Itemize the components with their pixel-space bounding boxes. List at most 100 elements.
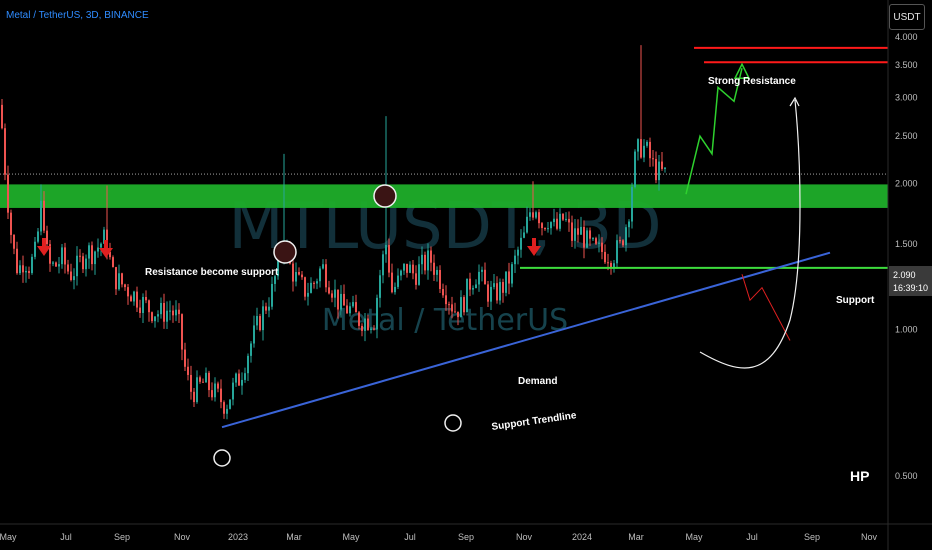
candle-body xyxy=(352,302,354,307)
candle-body xyxy=(403,263,405,271)
candle-body xyxy=(67,264,69,272)
candle-body xyxy=(175,309,177,316)
candle-body xyxy=(10,212,12,235)
x-tick-label: 2023 xyxy=(228,532,248,542)
candle-body xyxy=(511,264,513,284)
candle-body xyxy=(97,247,99,252)
candle-body xyxy=(133,291,135,302)
candle-body xyxy=(424,254,426,271)
price-label-countdown: 16:39:10 xyxy=(893,283,928,293)
candle-body xyxy=(40,200,42,232)
y-axis: 4.000 3.500 3.000 2.500 2.000 1.500 1.000 0.500 xyxy=(895,32,918,481)
x-tick-label: Sep xyxy=(114,532,130,542)
candle-body xyxy=(469,278,471,290)
candle-body xyxy=(343,293,345,306)
red-down-arrow-shaft xyxy=(42,238,46,248)
candle-body xyxy=(277,254,279,277)
candle-body xyxy=(490,286,492,302)
candle-body xyxy=(496,283,498,301)
candle-body xyxy=(109,251,111,258)
candle-body xyxy=(166,310,168,322)
candle-body xyxy=(295,272,297,282)
x-tick-label: Mar xyxy=(628,532,644,542)
candle-body xyxy=(22,265,24,273)
candle-body xyxy=(265,306,267,311)
candle-body xyxy=(319,268,321,282)
candle-body xyxy=(538,212,540,224)
candle-body xyxy=(427,250,429,271)
currency-button[interactable]: USDT xyxy=(889,4,925,30)
candle-body xyxy=(634,151,636,187)
candle-body xyxy=(118,273,120,290)
candle-body xyxy=(178,309,180,315)
candle-body xyxy=(28,270,30,274)
candle-body xyxy=(226,408,228,414)
x-tick-label: Jul xyxy=(60,532,72,542)
candle-body xyxy=(304,277,306,297)
projection-down-path xyxy=(741,274,791,341)
candle-body xyxy=(556,218,558,229)
candle-body xyxy=(70,271,72,281)
candle-body xyxy=(628,221,630,228)
candle-body xyxy=(376,297,378,330)
candle-body xyxy=(337,289,339,310)
support-trendline-label: Support Trendline xyxy=(491,410,578,433)
candle-body xyxy=(385,244,387,255)
candle-body xyxy=(448,304,450,306)
candle-body xyxy=(247,355,249,374)
candle-body xyxy=(157,314,159,317)
candle-body xyxy=(415,273,417,285)
candle-body xyxy=(19,265,21,274)
y-tick-label: 3.500 xyxy=(895,60,918,70)
candle-body xyxy=(643,145,645,158)
candle-body xyxy=(472,288,474,290)
x-tick-label: Sep xyxy=(458,532,474,542)
candle-body xyxy=(391,272,393,293)
x-tick-label: May xyxy=(685,532,703,542)
candle-body xyxy=(256,316,258,326)
candle-body xyxy=(475,284,477,289)
candle-body xyxy=(142,296,144,313)
candle-body xyxy=(154,316,156,322)
candle-body xyxy=(655,159,657,181)
candle-body xyxy=(610,262,612,269)
candle-body xyxy=(607,262,609,264)
candle-body xyxy=(436,269,438,275)
red-down-arrow-head xyxy=(527,246,541,256)
candle-body xyxy=(151,312,153,322)
candle-body xyxy=(253,325,255,344)
candle-body xyxy=(580,226,582,235)
candle-body xyxy=(646,141,648,146)
candle-body xyxy=(58,264,60,267)
candle-body xyxy=(412,264,414,274)
candle-body xyxy=(364,318,366,331)
candle-body xyxy=(37,231,39,242)
candle-body xyxy=(598,242,600,244)
candle-body xyxy=(574,228,576,241)
candle-body xyxy=(430,250,432,263)
x-tick-label: Jul xyxy=(746,532,758,542)
candle-body xyxy=(565,218,567,220)
candle-body xyxy=(445,295,447,305)
candle-body xyxy=(631,186,633,222)
candle-body xyxy=(340,293,342,310)
candle-body xyxy=(307,292,309,297)
x-tick-label: Nov xyxy=(861,532,878,542)
candle-body xyxy=(211,390,213,398)
candle-body xyxy=(13,234,15,249)
candle-body xyxy=(505,271,507,293)
resistance-arrows xyxy=(37,238,541,258)
red-down-arrow-head xyxy=(99,248,113,258)
candle-body xyxy=(433,262,435,275)
candle-body xyxy=(361,325,363,331)
candle-body xyxy=(214,383,216,398)
candle-body xyxy=(250,343,252,356)
candle-body xyxy=(322,264,324,269)
candle-body xyxy=(373,328,375,330)
red-down-arrow-shaft xyxy=(104,240,108,250)
candle-body xyxy=(388,244,390,273)
candle-body xyxy=(514,255,516,265)
candle-body xyxy=(442,288,444,296)
candle-body xyxy=(325,264,327,288)
